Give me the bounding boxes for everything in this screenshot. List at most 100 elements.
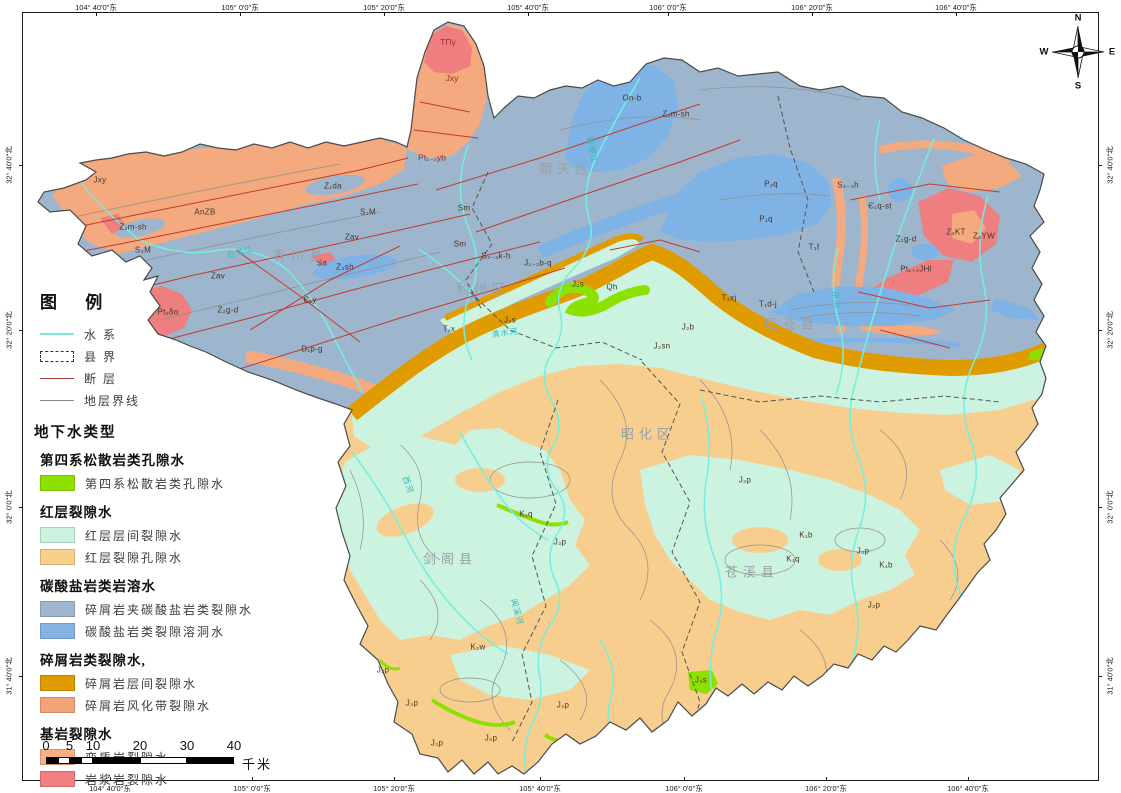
stratum-boundaries bbox=[59, 86, 959, 751]
latitude-label: 32° 40'0"北 bbox=[4, 146, 14, 184]
longitude-label: 105° 0'0"东 bbox=[233, 784, 271, 793]
graticule-tick bbox=[19, 330, 23, 331]
geologic-unit-label: J₃p bbox=[376, 665, 390, 675]
geologic-unit-label: Jxy bbox=[93, 175, 107, 185]
legend-stratum-boundary-sample bbox=[40, 399, 74, 401]
geologic-unit-label: P₂q bbox=[764, 179, 778, 189]
graticule-tick bbox=[110, 777, 111, 781]
legend-item-water-system: 水 系 bbox=[40, 323, 300, 345]
geologic-unit-label: Pt₁₊₂JHl bbox=[900, 264, 932, 274]
graticule-tick bbox=[668, 12, 669, 16]
legend-color-swatch bbox=[40, 697, 75, 713]
graticule-tick bbox=[252, 777, 253, 781]
graticule-tick bbox=[826, 777, 827, 781]
geologic-unit-label: Z₂KT bbox=[946, 227, 966, 237]
geologic-unit-label: J₃p bbox=[405, 698, 419, 708]
graticule-tick bbox=[384, 12, 385, 16]
groundwater-type-title: 地下水类型 bbox=[34, 425, 117, 441]
legend-swatch-item: 碳酸盐岩类裂隙溶洞水 bbox=[40, 620, 300, 642]
geologic-unit-label: J₃p bbox=[738, 475, 752, 485]
region-outline bbox=[37, 21, 1047, 775]
legend-color-swatch bbox=[40, 549, 75, 565]
legend-color-swatch bbox=[40, 601, 75, 617]
geologic-unit-label: Zav bbox=[344, 232, 360, 242]
geologic-unit-label: T₁d-j bbox=[759, 299, 777, 309]
latitude-label: 32° 20'0"北 bbox=[4, 311, 14, 349]
graticule-tick bbox=[96, 12, 97, 16]
geologic-unit-label: S₃M bbox=[134, 245, 152, 255]
geologic-unit-label: AnZB bbox=[194, 207, 216, 217]
legend-item-stratum-boundary: 地层界线 bbox=[40, 389, 300, 411]
legend-swatch-item: 红层裂隙孔隙水 bbox=[40, 546, 300, 568]
legend-line-sample bbox=[40, 399, 74, 401]
scale-tick-label: 30 bbox=[179, 738, 195, 753]
latitude-label: 32° 0'0"北 bbox=[1105, 490, 1115, 524]
scale-segment bbox=[93, 757, 140, 764]
scale-tick-label: 40 bbox=[226, 738, 242, 753]
geologic-unit-label: T₃xj bbox=[721, 293, 737, 303]
legend-water-system-sample bbox=[40, 333, 74, 335]
county-name-label: 利州区 bbox=[455, 281, 511, 297]
geologic-unit-label: Pt₁₋₂yb bbox=[418, 152, 446, 163]
geologic-unit-label: J₃p bbox=[856, 546, 870, 556]
legend: 图 例 水 系县 界断 层地层界线 地下水类型 第四系松散岩类孔隙水 第四系松散岩… bbox=[34, 288, 300, 790]
longitude-label: 106° 0'0"东 bbox=[665, 784, 703, 793]
geologic-unit-label: Z₂g-d bbox=[895, 234, 917, 244]
legend-group-header: 第四系松散岩类孔隙水 bbox=[40, 453, 185, 468]
compass-rose: N E S W bbox=[1040, 13, 1116, 95]
legend-swatch-item: 红层层间裂隙水 bbox=[40, 524, 300, 546]
longitude-label: 104° 40'0"东 bbox=[89, 784, 131, 793]
legend-color-swatch bbox=[40, 623, 75, 639]
geologic-unit-label: J₃p bbox=[556, 700, 570, 710]
legend-line-sample bbox=[40, 333, 74, 335]
legend-item-label: 碳酸盐岩类裂隙溶洞水 bbox=[85, 624, 226, 639]
redbed-interlayer-water-areas bbox=[335, 428, 1020, 755]
geologic-unit-label: Pt₂δo bbox=[157, 307, 179, 317]
geologic-unit-label: J₃p bbox=[484, 733, 498, 743]
graticule-tick bbox=[1098, 507, 1102, 508]
geologic-unit-label: J₃p bbox=[553, 537, 567, 547]
latitude-label: 32° 0'0"北 bbox=[4, 490, 14, 524]
geologic-unit-label: Є₁q-st bbox=[868, 201, 892, 211]
longitude-label: 106° 20'0"东 bbox=[805, 784, 847, 793]
county-name-label: 朝天区 bbox=[538, 161, 594, 177]
longitude-label: 105° 40'0"东 bbox=[519, 784, 561, 793]
geologic-unit-label: K₁q bbox=[786, 554, 800, 564]
geologic-unit-label: K₁b bbox=[879, 560, 893, 570]
scale-segment bbox=[187, 757, 234, 764]
geologic-unit-label: Z₂m-sh bbox=[662, 109, 690, 119]
scale-segment bbox=[57, 757, 70, 764]
longitude-label: 105° 20'0"东 bbox=[363, 3, 405, 12]
geologic-unit-label: K₁b bbox=[799, 530, 813, 540]
geologic-unit-label: J₂s bbox=[571, 279, 585, 289]
geologic-unit-label: J₂sn bbox=[653, 341, 671, 351]
legend-item-label: 断 层 bbox=[84, 371, 118, 386]
legend-line-sample bbox=[40, 377, 74, 379]
county-name-label: 青川县 bbox=[272, 248, 328, 264]
county-name-label: 昭化区 bbox=[620, 426, 676, 442]
geologic-unit-label: J₂s bbox=[503, 315, 517, 325]
geologic-unit-label: S₂₋₃k-h bbox=[481, 251, 511, 261]
legend-item-label: 碎屑岩夹碳酸盐岩类裂隙水 bbox=[85, 602, 254, 617]
legend-item-fault: 断 层 bbox=[40, 367, 300, 389]
geologic-unit-label: P₁q bbox=[759, 214, 773, 224]
compass-icon bbox=[1051, 25, 1105, 79]
legend-item-label: 岩浆岩裂隙水 bbox=[85, 772, 170, 787]
geologic-unit-label: Z₂g-d bbox=[217, 305, 239, 315]
river-name-label: 东河 bbox=[830, 290, 842, 310]
legend-swatch-item: 碎屑岩夹碳酸盐岩类裂隙水 bbox=[40, 598, 300, 620]
scale-tick-label: 10 bbox=[85, 738, 101, 753]
geologic-unit-label: Z₂sh bbox=[336, 262, 354, 272]
legend-group-header: 基岩裂隙水 bbox=[40, 727, 113, 742]
legend-item-county-boundary: 县 界 bbox=[40, 345, 300, 367]
geologic-unit-label: J₃s bbox=[694, 675, 708, 685]
longitude-label: 106° 40'0"东 bbox=[947, 784, 989, 793]
geologic-unit-label: Qh bbox=[606, 282, 618, 292]
scale-tick-label: 0 bbox=[42, 738, 50, 753]
scale-segment bbox=[140, 757, 187, 764]
geologic-unit-label: TΠγ bbox=[440, 37, 456, 47]
legend-color-swatch bbox=[40, 475, 75, 491]
graticule-tick bbox=[1098, 330, 1102, 331]
